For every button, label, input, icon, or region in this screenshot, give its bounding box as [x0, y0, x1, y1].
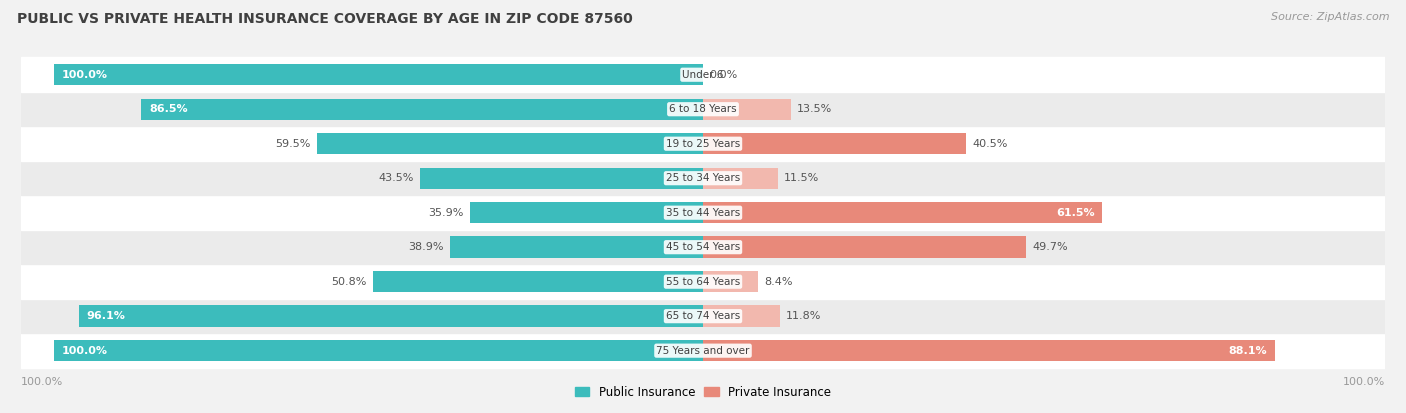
- Text: Source: ZipAtlas.com: Source: ZipAtlas.com: [1271, 12, 1389, 22]
- Bar: [703, 99, 790, 120]
- Text: 88.1%: 88.1%: [1229, 346, 1267, 356]
- Text: 86.5%: 86.5%: [149, 104, 187, 114]
- Text: 13.5%: 13.5%: [797, 104, 832, 114]
- Bar: [21, 230, 1385, 264]
- Text: 100.0%: 100.0%: [21, 377, 63, 387]
- Bar: [703, 237, 1026, 258]
- Bar: [703, 340, 1275, 361]
- Text: 35 to 44 Years: 35 to 44 Years: [666, 208, 740, 218]
- Text: 11.8%: 11.8%: [786, 311, 821, 321]
- Bar: [420, 168, 703, 189]
- Text: 49.7%: 49.7%: [1032, 242, 1069, 252]
- Text: 61.5%: 61.5%: [1056, 208, 1095, 218]
- Text: 55 to 64 Years: 55 to 64 Years: [666, 277, 740, 287]
- Text: 0.0%: 0.0%: [710, 70, 738, 80]
- Text: 100.0%: 100.0%: [62, 70, 107, 80]
- Text: PUBLIC VS PRIVATE HEALTH INSURANCE COVERAGE BY AGE IN ZIP CODE 87560: PUBLIC VS PRIVATE HEALTH INSURANCE COVER…: [17, 12, 633, 26]
- Bar: [703, 168, 778, 189]
- Text: 50.8%: 50.8%: [332, 277, 367, 287]
- Bar: [703, 133, 966, 154]
- Bar: [703, 306, 780, 327]
- Text: Under 6: Under 6: [682, 70, 724, 80]
- Text: 25 to 34 Years: 25 to 34 Years: [666, 173, 740, 183]
- Bar: [53, 340, 703, 361]
- Bar: [450, 237, 703, 258]
- Text: 45 to 54 Years: 45 to 54 Years: [666, 242, 740, 252]
- Text: 19 to 25 Years: 19 to 25 Years: [666, 139, 740, 149]
- Bar: [21, 57, 1385, 92]
- Bar: [703, 202, 1102, 223]
- Bar: [21, 299, 1385, 333]
- Text: 100.0%: 100.0%: [1343, 377, 1385, 387]
- Bar: [21, 92, 1385, 126]
- Bar: [21, 264, 1385, 299]
- Text: 65 to 74 Years: 65 to 74 Years: [666, 311, 740, 321]
- Text: 6 to 18 Years: 6 to 18 Years: [669, 104, 737, 114]
- Bar: [21, 333, 1385, 368]
- Text: 43.5%: 43.5%: [378, 173, 413, 183]
- Legend: Public Insurance, Private Insurance: Public Insurance, Private Insurance: [569, 380, 837, 405]
- Bar: [373, 271, 703, 292]
- Bar: [53, 64, 703, 85]
- Bar: [703, 271, 758, 292]
- Bar: [21, 161, 1385, 195]
- Text: 35.9%: 35.9%: [427, 208, 464, 218]
- Text: 96.1%: 96.1%: [87, 311, 125, 321]
- Bar: [470, 202, 703, 223]
- Bar: [141, 99, 703, 120]
- Bar: [21, 126, 1385, 161]
- Bar: [21, 195, 1385, 230]
- Text: 100.0%: 100.0%: [62, 346, 107, 356]
- Text: 75 Years and over: 75 Years and over: [657, 346, 749, 356]
- Text: 11.5%: 11.5%: [785, 173, 820, 183]
- Text: 40.5%: 40.5%: [973, 139, 1008, 149]
- Bar: [316, 133, 703, 154]
- Text: 8.4%: 8.4%: [763, 277, 793, 287]
- Text: 38.9%: 38.9%: [408, 242, 444, 252]
- Bar: [79, 306, 703, 327]
- Text: 59.5%: 59.5%: [274, 139, 311, 149]
